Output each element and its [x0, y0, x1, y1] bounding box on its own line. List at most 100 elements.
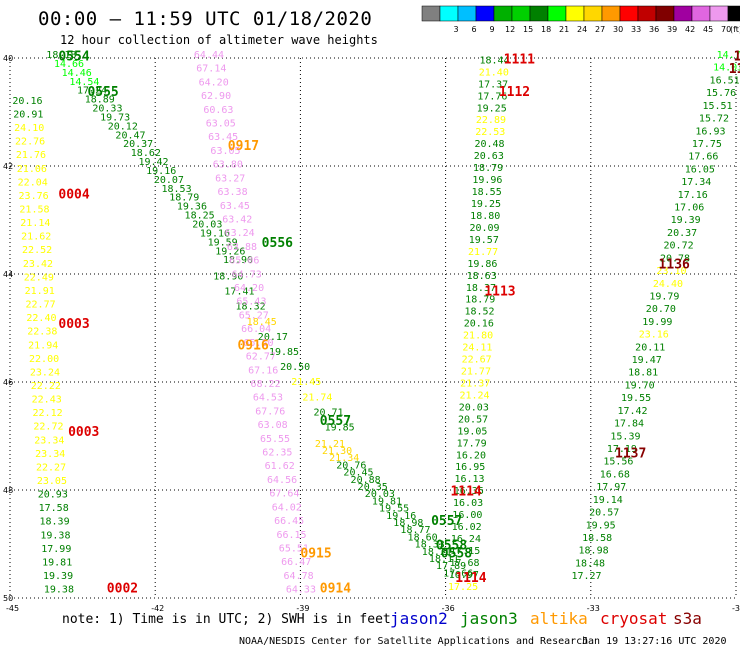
colorbar-tick-label: 15 — [523, 25, 533, 34]
wave-track: 18.1814.6614.4614.5417.2418.8920.3319.73… — [46, 50, 253, 266]
x-tick-label: -33 — [587, 604, 600, 613]
colorbar-tick-label: 21 — [559, 25, 569, 34]
wave-height-label: 16.93 — [695, 126, 725, 137]
wave-height-label: 15.72 — [699, 114, 729, 125]
wave-height-label: 20.50 — [280, 362, 310, 373]
wave-height-label: 24.11 — [462, 343, 492, 354]
wave-height-label: 20.91 — [13, 109, 43, 120]
grid-lines — [9, 57, 737, 599]
wave-height-label: 17.37 — [478, 79, 508, 90]
wave-height-label: 18.98 — [579, 546, 609, 557]
wave-height-label: 17.42 — [617, 406, 647, 417]
wave-height-label: 64.02 — [272, 502, 302, 513]
wave-height-label: 20.48 — [474, 139, 504, 150]
wave-height-label: 18.39 — [40, 517, 70, 528]
pass-label: 0002 — [107, 582, 138, 597]
wave-height-label: 16.95 — [455, 462, 485, 473]
colorbar-swatch — [691, 5, 711, 22]
wave-height-label: 21.76 — [16, 150, 46, 161]
wave-height-label: 18.79 — [473, 163, 503, 174]
pass-label: 0003 — [58, 317, 89, 332]
pass-label: 0916 — [237, 339, 268, 354]
pass-label: 0558 — [436, 538, 467, 553]
wave-height-label: 21.40 — [479, 67, 509, 78]
wave-height-label: 21.77 — [468, 247, 498, 258]
y-tick-label: 50 — [3, 594, 13, 603]
wave-height-label: 22.53 — [475, 127, 505, 138]
wave-height-label: 21.45 — [291, 377, 321, 388]
wave-height-label: 15.76 — [706, 88, 736, 99]
wave-height-label: 17.34 — [681, 177, 711, 188]
wave-height-label: 67.14 — [196, 64, 226, 75]
pass-label: 0004 — [58, 187, 89, 202]
wave-height-label: 16.35 — [454, 486, 484, 497]
units-note: note: 1) Time is in UTC; 2) SWH is in fe… — [62, 612, 391, 627]
colorbar-tick-label: 70 — [721, 25, 731, 34]
wave-height-label: 17.79 — [457, 438, 487, 449]
wave-height-label: 17.68 — [449, 558, 479, 569]
wave-height-label: 22.27 — [36, 462, 66, 473]
wave-track: 64.44 67.14 64.20 62.90 60.63 63.05 63.45 63.05… — [194, 50, 316, 596]
wave-height-label: 20.11 — [635, 342, 665, 353]
wave-height-label: 68.22 — [251, 379, 281, 390]
wave-height-label: 66.47 — [281, 557, 311, 568]
wave-height-label: 22.67 — [462, 355, 492, 366]
colorbar-swatch — [439, 5, 459, 22]
wave-height-label: 22.12 — [33, 408, 63, 419]
wave-height-label: 63.05 — [206, 119, 236, 130]
wave-height-label: 67.64 — [269, 489, 299, 500]
colorbar-swatch — [637, 5, 657, 22]
wave-height-label: 20.07 — [154, 175, 184, 186]
wave-height-label: 18.60 — [408, 532, 438, 543]
wave-height-label: 19.73 — [100, 112, 130, 123]
wave-height-label: 19.36 — [177, 202, 207, 213]
wave-height-label: 17.89 — [436, 561, 466, 572]
colorbar-swatch — [655, 5, 675, 22]
wave-height-label: 20.35 — [358, 482, 388, 493]
wave-height-label: 21.21 — [315, 439, 345, 450]
wave-height-label: 20.33 — [92, 104, 122, 115]
pass-label: 0915 — [300, 547, 331, 562]
wave-height-label: 18.45 — [247, 317, 277, 328]
wave-height-label: 20.16 — [464, 319, 494, 330]
wave-height-label: 18.62 — [131, 148, 161, 159]
pass-label: 1114 — [455, 571, 486, 586]
wave-height-label: 16.20 — [456, 450, 486, 461]
wave-height-label: 21.24 — [459, 390, 489, 401]
satellite-legend-jason3: jason3 — [460, 609, 518, 628]
wave-height-label: 19.39 — [43, 571, 73, 582]
y-tick-label: 40 — [3, 54, 13, 63]
wave-height-label: 22.38 — [27, 327, 57, 338]
wave-height-label: 18.79 — [465, 295, 495, 306]
wave-height-label: 17.06 — [674, 203, 704, 214]
colorbar-swatch — [583, 5, 603, 22]
y-tick-label: 44 — [3, 270, 13, 279]
wave-height-label: 22.72 — [33, 422, 63, 433]
colorbar-tick-label: 36 — [649, 25, 659, 34]
colorbar-swatch — [511, 5, 531, 22]
wave-height-label: 65.06 — [229, 256, 259, 267]
colorbar-swatch — [709, 5, 729, 22]
x-tick-label: -36 — [442, 604, 455, 613]
wave-height-label: 66.45 — [274, 516, 304, 527]
wave-height-label: 17.58 — [39, 503, 69, 514]
wave-height-label: 64.53 — [253, 393, 283, 404]
wave-height-label: 19.14 — [593, 495, 623, 506]
wave-height-label: 63.80 — [213, 160, 243, 171]
wave-height-label: 65.55 — [260, 434, 290, 445]
wave-track: 20.16 20.91 24.10 22.76 21.76 21.06 22.04 23.76… — [12, 96, 74, 596]
wave-height-label: 18.90 — [223, 255, 253, 266]
wave-height-label: 18.44 — [479, 55, 509, 66]
wave-height-label: 19.25 — [471, 199, 501, 210]
wave-height-label: 14.75 — [717, 50, 740, 61]
wave-height-label: 15.51 — [702, 101, 732, 112]
colorbar-tick-label: 39 — [667, 25, 677, 34]
wave-height-label: 15.39 — [610, 431, 640, 442]
wave-height-label: 23.05 — [37, 476, 67, 487]
wave-height-label: 63.24 — [225, 228, 255, 239]
wave-height-label: 17.27 — [571, 571, 601, 582]
wave-height-label: 19.38 — [40, 530, 70, 541]
wave-height-label: 21.30 — [322, 446, 352, 457]
wave-height-label: 20.03 — [192, 220, 222, 231]
colorbar-swatch — [727, 5, 740, 22]
